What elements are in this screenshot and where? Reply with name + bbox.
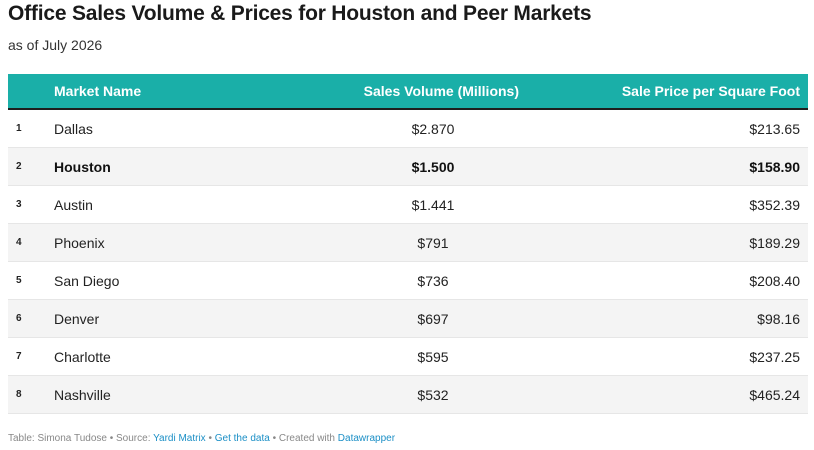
market-name-cell: Houston (54, 159, 111, 175)
separator: • (106, 433, 117, 444)
sales-volume-cell: $736 (417, 273, 449, 289)
source-link[interactable]: Yardi Matrix (153, 433, 206, 444)
get-the-data-link[interactable]: Get the data (214, 433, 270, 444)
market-name-cell: Denver (54, 311, 100, 327)
table-row: 6 Denver $697 $98.16 (8, 300, 808, 338)
sales-volume-cell: $697 (417, 311, 449, 327)
sales-volume-cell: $1.500 (411, 159, 455, 175)
row-rank: 4 (16, 237, 22, 248)
created-with-label: Created with (278, 433, 338, 444)
row-rank: 2 (16, 161, 22, 172)
data-table: Market Name Sales Volume (Millions) Sale… (8, 74, 808, 414)
sale-price-cell: $465.24 (749, 387, 800, 403)
sales-volume-cell: $1.441 (411, 197, 455, 213)
market-name-cell: San Diego (54, 273, 120, 289)
chart-subtitle: as of July 2026 (8, 37, 103, 53)
source-label: Source: (116, 433, 154, 444)
column-header-sale-price[interactable]: Sale Price per Square Foot (621, 83, 800, 99)
row-rank: 5 (16, 275, 22, 286)
table-header: Market Name Sales Volume (Millions) Sale… (8, 74, 808, 110)
table-credit: Table: Simona Tudose (8, 433, 107, 444)
market-name-cell: Charlotte (54, 349, 111, 365)
market-name-cell: Dallas (54, 121, 93, 137)
sale-price-cell: $189.29 (749, 235, 800, 251)
sales-volume-cell: $2.870 (411, 121, 455, 137)
table-row: 2 Houston $1.500 $158.90 (8, 148, 808, 186)
market-name-cell: Phoenix (54, 235, 105, 251)
market-name-cell: Nashville (54, 387, 111, 403)
chart-title: Office Sales Volume & Prices for Houston… (8, 2, 592, 25)
footer-notes: Table: Simona Tudose • Source: Yardi Mat… (8, 433, 395, 444)
separator: • (269, 433, 279, 444)
row-rank: 7 (16, 351, 22, 362)
table-row: 3 Austin $1.441 $352.39 (8, 186, 808, 224)
datawrapper-link[interactable]: Datawrapper (337, 433, 396, 444)
sales-volume-cell: $532 (417, 387, 449, 403)
table-row: 5 San Diego $736 $208.40 (8, 262, 808, 300)
sale-price-cell: $352.39 (749, 197, 800, 213)
table-row: 8 Nashville $532 $465.24 (8, 376, 808, 414)
separator: • (205, 433, 215, 444)
sale-price-cell: $208.40 (749, 273, 800, 289)
sales-volume-cell: $595 (417, 349, 449, 365)
sale-price-cell: $237.25 (749, 349, 800, 365)
column-header-market-name[interactable]: Market Name (54, 83, 142, 99)
table-row: 1 Dallas $2.870 $213.65 (8, 110, 808, 148)
table-row: 4 Phoenix $791 $189.29 (8, 224, 808, 262)
row-rank: 6 (16, 313, 22, 324)
sale-price-cell: $98.16 (757, 311, 800, 327)
market-name-cell: Austin (54, 197, 93, 213)
row-rank: 8 (16, 389, 22, 400)
row-rank: 3 (16, 199, 22, 210)
row-rank: 1 (16, 123, 22, 134)
sales-volume-cell: $791 (417, 235, 449, 251)
sale-price-cell: $213.65 (749, 121, 800, 137)
table-row: 7 Charlotte $595 $237.25 (8, 338, 808, 376)
sale-price-cell: $158.90 (749, 159, 800, 175)
column-header-sales-volume[interactable]: Sales Volume (Millions) (363, 83, 519, 99)
